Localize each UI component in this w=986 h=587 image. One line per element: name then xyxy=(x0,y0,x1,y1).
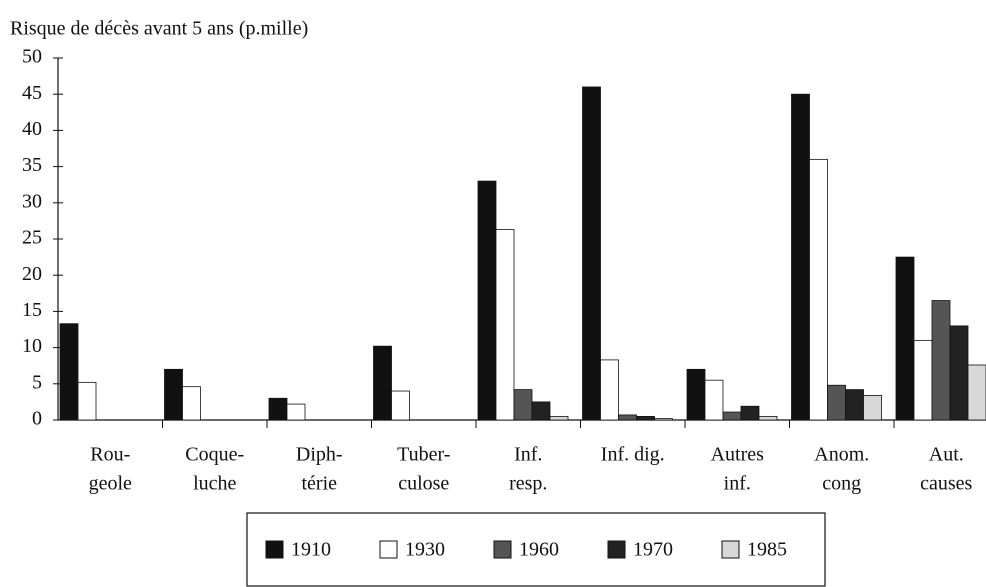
bar xyxy=(268,397,288,421)
y-tick-label: 40 xyxy=(22,118,42,140)
bar xyxy=(704,379,724,421)
bar xyxy=(827,384,846,421)
legend-swatch xyxy=(379,540,398,559)
bar xyxy=(600,359,619,421)
bar xyxy=(722,411,742,421)
x-tick-label: térie xyxy=(301,473,337,495)
bar xyxy=(477,180,497,421)
bar xyxy=(931,300,951,421)
bar xyxy=(495,229,515,421)
bar xyxy=(686,368,706,421)
bar xyxy=(77,381,97,421)
bar xyxy=(59,323,79,421)
x-tick-label: causes xyxy=(920,473,972,495)
bar xyxy=(391,390,410,421)
y-tick-label: 45 xyxy=(22,82,42,104)
bar xyxy=(758,415,778,421)
bar xyxy=(531,401,551,421)
bar xyxy=(549,415,569,421)
x-tick-label: cong xyxy=(822,473,861,495)
bar xyxy=(845,389,864,421)
x-tick-label: Inf. dig. xyxy=(601,444,665,466)
legend-swatch xyxy=(265,540,284,559)
x-tick-label: geole xyxy=(89,473,132,495)
x-tick-label: inf. xyxy=(724,473,751,495)
y-tick-label: 0 xyxy=(32,408,42,430)
bar xyxy=(949,325,969,421)
bar xyxy=(618,414,637,421)
y-tick-label: 50 xyxy=(22,46,42,68)
bar xyxy=(967,364,986,421)
legend-label: 1985 xyxy=(747,539,787,561)
bar xyxy=(913,339,933,421)
bar xyxy=(863,394,882,421)
bar xyxy=(636,415,655,421)
legend-label: 1910 xyxy=(291,539,331,561)
y-tick-label: 10 xyxy=(22,335,42,357)
bar xyxy=(513,389,533,421)
y-tick-label: 15 xyxy=(22,299,42,321)
x-tick-label: Coque- xyxy=(185,444,244,466)
x-tick-label: Rou- xyxy=(90,444,130,466)
legend-label: 1970 xyxy=(633,539,673,561)
legend-swatch xyxy=(721,540,740,559)
bar xyxy=(654,418,673,421)
bar xyxy=(373,345,392,421)
x-tick-label: Autres xyxy=(711,444,765,466)
x-tick-label: Diph- xyxy=(296,444,343,466)
x-tick-label: luche xyxy=(193,473,236,495)
bar xyxy=(895,256,915,421)
bar xyxy=(740,405,760,421)
bar xyxy=(791,93,810,421)
bar xyxy=(286,403,306,421)
legend-box xyxy=(246,512,826,587)
legend-swatch xyxy=(607,540,626,559)
y-tick-label: 30 xyxy=(22,190,42,212)
chart-title: Risque de décès avant 5 ans (p.mille) xyxy=(10,18,308,40)
legend-label: 1960 xyxy=(519,539,559,561)
bar xyxy=(809,158,828,421)
x-tick-label: Anom. xyxy=(814,444,869,466)
y-tick-label: 20 xyxy=(22,263,42,285)
x-tick-label: Inf. xyxy=(514,444,542,466)
y-tick-label: 25 xyxy=(22,227,42,249)
bar xyxy=(182,386,201,421)
legend-swatch xyxy=(493,540,512,559)
x-tick-label: Tuber- xyxy=(397,444,450,466)
y-tick-label: 35 xyxy=(22,154,42,176)
x-tick-label: Aut. xyxy=(929,444,964,466)
x-tick-label: resp. xyxy=(509,473,547,495)
y-tick-label: 5 xyxy=(32,371,42,393)
legend-label: 1930 xyxy=(405,539,445,561)
x-tick-label: culose xyxy=(398,473,449,495)
bar xyxy=(164,368,183,421)
bar xyxy=(582,86,601,421)
